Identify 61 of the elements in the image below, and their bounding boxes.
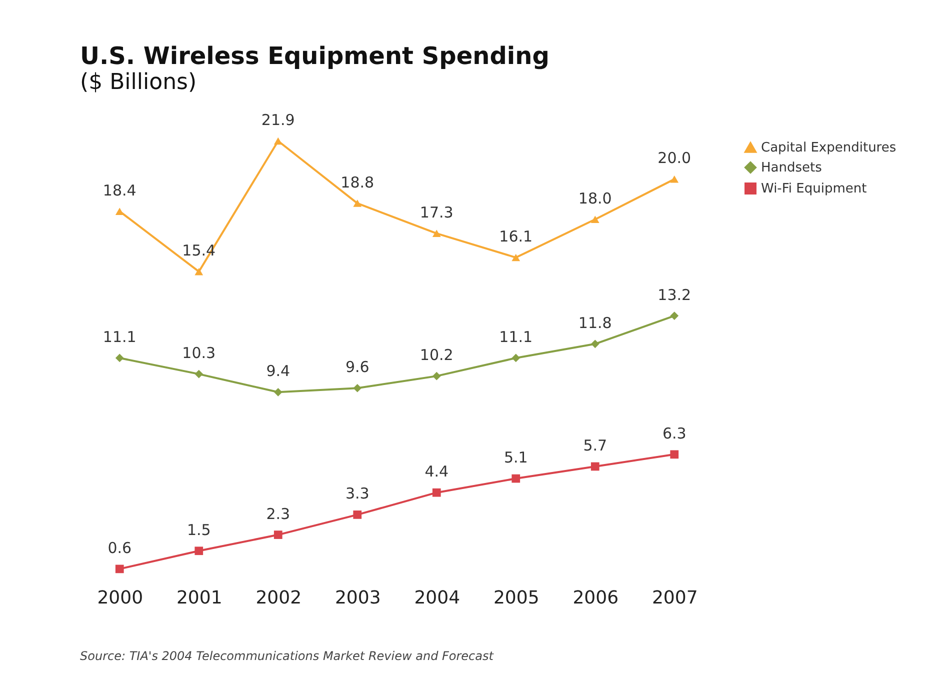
chart-subtitle: ($ Billions) [80,70,197,95]
point [353,510,362,519]
x-tick-label: 2005 [493,588,540,608]
point [353,200,362,207]
data-label: 0.6 [108,538,132,557]
point [590,462,600,471]
data-label: 18.8 [340,173,374,192]
point [274,530,282,539]
data-label: 9.6 [345,358,370,376]
data-label: 4.4 [424,462,449,481]
point [432,488,441,497]
data-label: 10.3 [182,344,216,362]
legend-label: Wi-Fi Equipment [761,182,867,196]
legend-label: Capital Expenditures [761,140,896,156]
point [115,354,124,362]
point [274,388,282,396]
x-tick-label: 2006 [572,588,619,608]
point [512,474,520,483]
point [670,450,679,459]
data-label: 18.4 [102,181,136,200]
point [194,370,204,378]
data-label: 10.2 [420,346,454,364]
legend-label: Handsets [761,160,822,176]
x-tick-label: 2007 [652,588,698,608]
point [194,268,204,276]
data-label: 3.3 [345,484,370,503]
data-label: 5.7 [583,436,608,454]
data-label: 20.0 [658,149,692,168]
point [670,176,679,183]
source-note: Source: TIA's 2004 Telecommunications Market Review and Forecast [80,649,495,663]
x-tick-label: 2004 [414,588,460,608]
data-label: 13.2 [658,286,692,304]
data-label: 16.1 [499,228,533,246]
data-label: 11.8 [578,314,612,332]
data-label: 1.5 [186,520,211,539]
data-label: 11.1 [499,328,533,346]
x-tick-label: 2000 [97,588,144,608]
point [590,340,600,348]
x-tick-label: 2001 [176,588,222,608]
point [512,354,520,362]
point [432,230,441,238]
chart-title: U.S. Wireless Equipment Spending [80,42,550,70]
point [194,546,204,556]
data-label: 18.0 [578,189,612,208]
point [670,312,679,320]
data-label: 9.4 [266,362,290,380]
x-tick-label: 2003 [334,588,381,608]
data-label: 2.3 [266,504,290,523]
data-label: 5.1 [504,448,528,467]
data-label: 21.9 [261,111,295,129]
point [590,216,600,223]
point [115,208,124,215]
data-label: 6.3 [662,424,686,442]
x-tick-label: 2002 [256,588,302,608]
point [115,564,124,574]
data-label: 11.1 [102,328,136,346]
point [512,254,520,262]
point [432,372,441,380]
data-label: 17.3 [420,203,454,222]
point [274,137,282,145]
point [353,384,362,392]
